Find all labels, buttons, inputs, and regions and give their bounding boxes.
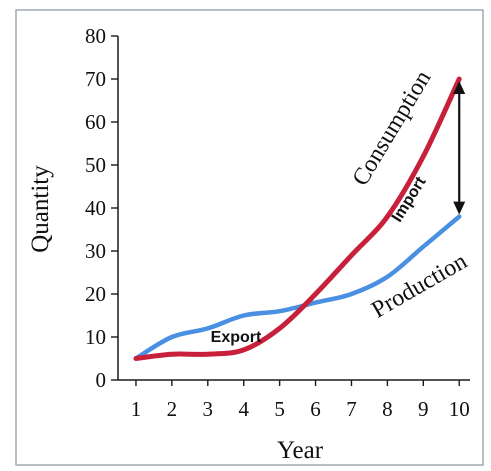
arrow-head-up	[453, 81, 466, 94]
consumption-line	[133, 76, 462, 361]
series-lines	[133, 76, 462, 361]
x-tick-label: 2	[167, 397, 178, 421]
y-tick-label: 30	[85, 239, 106, 263]
y-tick-label: 60	[85, 110, 106, 134]
x-axis-title: Year	[277, 437, 324, 464]
x-tick-label: 3	[203, 397, 214, 421]
arrow-head-down	[453, 201, 466, 215]
x-tick-label: 5	[274, 397, 285, 421]
y-tick-label: 70	[85, 67, 106, 91]
y-tick-label: 20	[85, 282, 106, 306]
y-tick-label: 50	[85, 153, 106, 177]
chart-frame	[15, 9, 484, 466]
x-tick-label: 9	[418, 397, 429, 421]
y-tick-label: 10	[85, 325, 106, 349]
y-axis-title: Quantity	[27, 165, 54, 253]
y-tick-label: 0	[96, 368, 107, 392]
x-tick-label: 7	[346, 397, 357, 421]
x-tick-label: 10	[449, 397, 470, 421]
y-tick-label: 40	[85, 196, 106, 220]
x-tick-label: 1	[131, 397, 142, 421]
y-axis-ticks: 0 10 20 30 40 50 60 70 80	[85, 24, 118, 392]
export-annotation: Export	[211, 329, 262, 346]
x-tick-label: 8	[382, 397, 393, 421]
production-line	[133, 214, 462, 361]
import-gap-arrow	[453, 81, 466, 215]
x-tick-label: 6	[310, 397, 321, 421]
x-axis-ticks: 1 2 3 4 5 6 7 8 9 10	[131, 380, 470, 421]
y-tick-label: 80	[85, 24, 106, 48]
x-tick-label: 4	[238, 397, 249, 421]
